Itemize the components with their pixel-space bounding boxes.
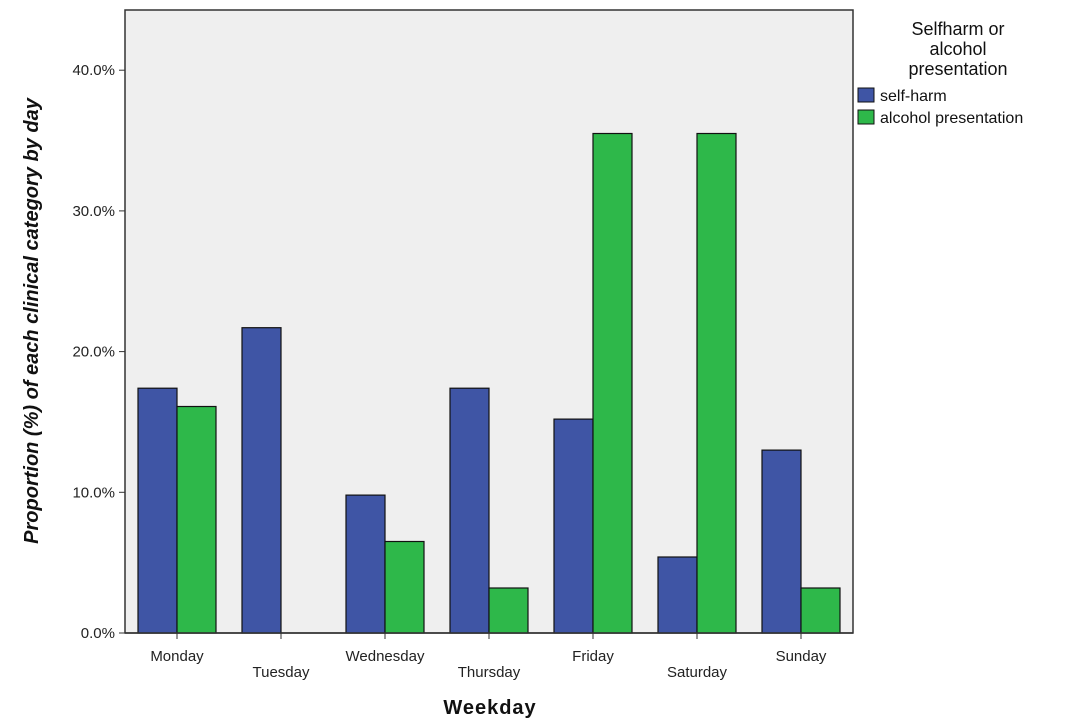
legend-title-line-1: Selfharm or	[911, 19, 1004, 39]
legend-label-alcohol-presentation: alcohol presentation	[880, 110, 1023, 127]
bar-self-harm-saturday	[657, 556, 698, 634]
legend-title-line-3: presentation	[908, 59, 1007, 79]
legend-label-self-harm: self-harm	[880, 88, 947, 105]
x-tick-label: Thursday	[458, 664, 521, 681]
bars-layer	[137, 132, 841, 634]
bar-self-harm-thursday	[449, 387, 490, 634]
x-axis-title: Weekday	[443, 697, 536, 719]
y-tick-label: 40.0%	[72, 62, 115, 79]
legend-swatch-self-harm	[857, 87, 875, 103]
x-axis: Monday Tuesday Wednesday Thursday Friday Satu…	[125, 632, 853, 681]
bar-alcohol-presentation-wednesday	[384, 540, 425, 634]
y-tick-label: 30.0%	[72, 203, 115, 220]
bar-self-harm-sunday	[761, 449, 802, 634]
bar-self-harm-wednesday	[345, 494, 386, 634]
legend-swatch-alcohol-presentation	[857, 109, 875, 125]
bar-alcohol-presentation-saturday	[696, 132, 737, 634]
x-tick-label: Friday	[572, 648, 614, 665]
bar-alcohol-presentation-monday	[176, 405, 217, 634]
bar-alcohol-presentation-friday	[592, 132, 633, 634]
y-axis: 0.0% 10.0% 20.0% 30.0% 40.0%	[72, 62, 125, 642]
bar-alcohol-presentation-sunday	[800, 587, 841, 634]
legend: Selfharm or alcohol presentation self-ha…	[857, 19, 1023, 127]
legend-title-line-2: alcohol	[929, 39, 986, 59]
bar-self-harm-tuesday	[241, 327, 282, 634]
x-tick-label: Monday	[150, 648, 204, 665]
x-tick-label: Saturday	[667, 664, 728, 681]
bar-self-harm-friday	[553, 418, 594, 634]
x-tick-label: Sunday	[776, 648, 827, 665]
bar-self-harm-monday	[137, 387, 178, 634]
x-tick-label: Wednesday	[346, 648, 425, 665]
bar-alcohol-presentation-thursday	[488, 587, 529, 634]
y-tick-label: 20.0%	[72, 344, 115, 361]
y-tick-label: 10.0%	[72, 484, 115, 501]
y-axis-title: Proportion (%) of each clinical category…	[21, 97, 43, 544]
x-tick-label: Tuesday	[253, 664, 310, 681]
y-tick-label: 0.0%	[81, 625, 115, 642]
